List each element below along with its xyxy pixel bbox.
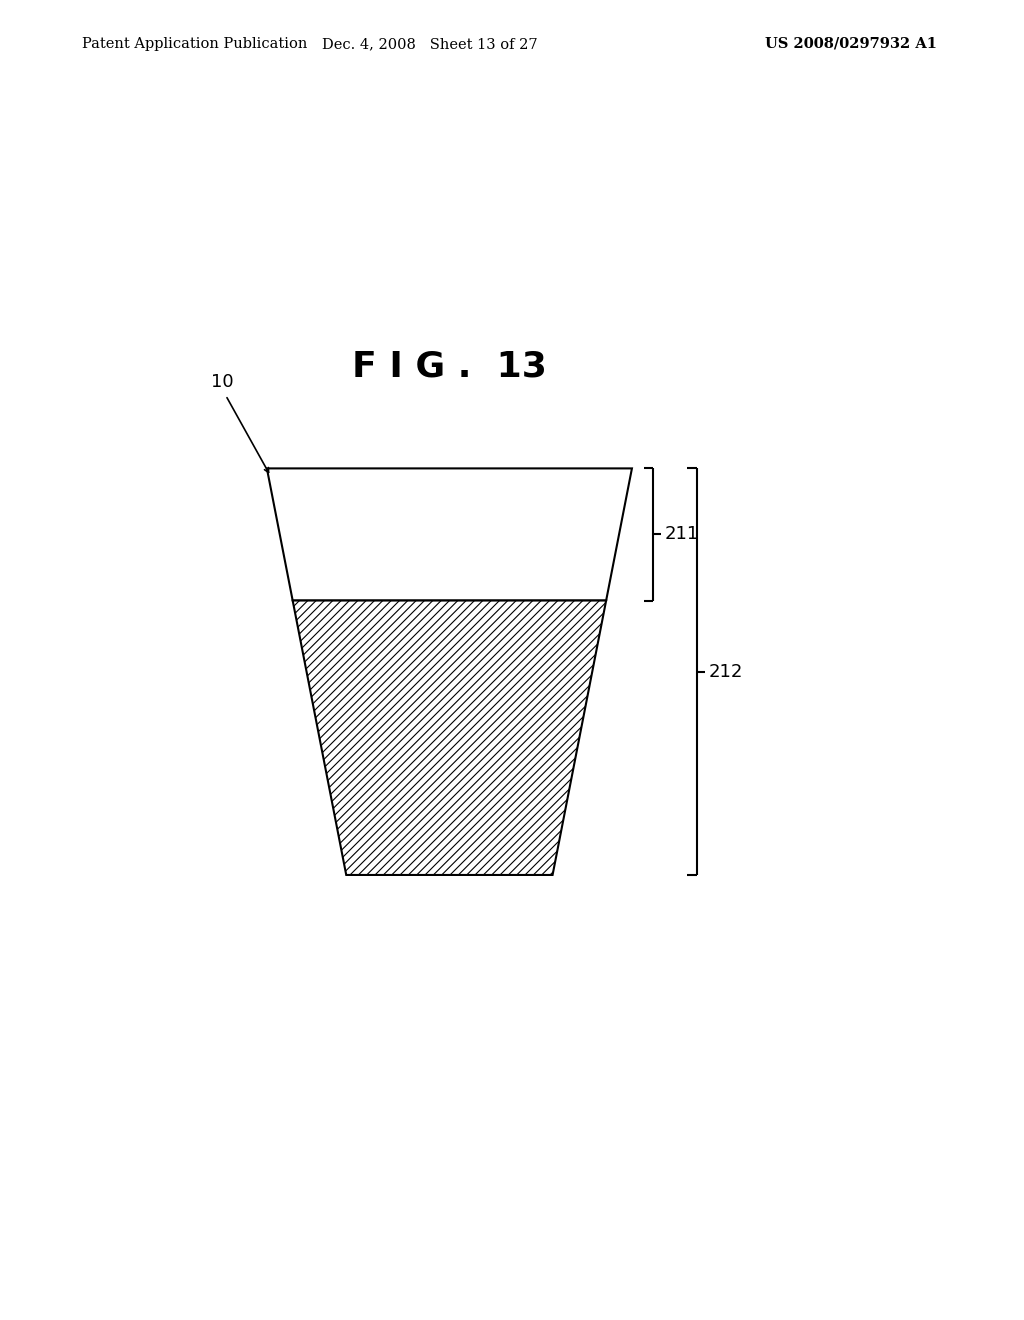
Polygon shape [267, 469, 632, 601]
Text: Patent Application Publication: Patent Application Publication [82, 37, 307, 51]
Text: 212: 212 [709, 663, 742, 681]
Text: Dec. 4, 2008   Sheet 13 of 27: Dec. 4, 2008 Sheet 13 of 27 [323, 37, 538, 51]
Text: 211: 211 [665, 525, 699, 544]
Text: US 2008/0297932 A1: US 2008/0297932 A1 [765, 37, 937, 51]
Polygon shape [293, 601, 606, 875]
Text: 10: 10 [211, 374, 233, 391]
Text: F I G .  13: F I G . 13 [352, 350, 547, 384]
